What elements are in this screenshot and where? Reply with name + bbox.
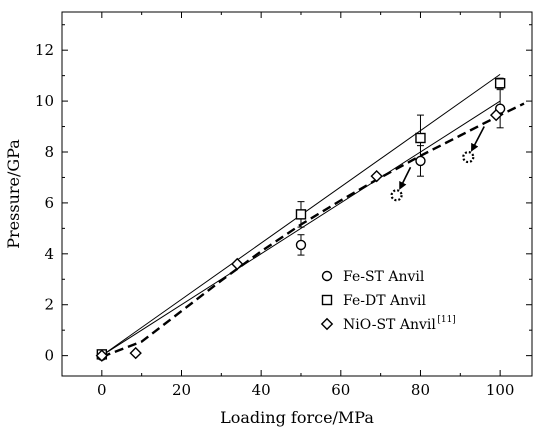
legend-label-sup: [11] <box>437 315 455 325</box>
axes: 0 20 40 60 80 100 0 2 4 6 8 10 12 Loading force/MPa Pr… <box>4 11 533 427</box>
fit-line-diamond <box>101 102 525 359</box>
x-tick-label-3: 60 <box>331 381 350 399</box>
legend-marker-square <box>321 294 333 306</box>
point-square-1 <box>295 209 307 220</box>
x-axis-title: Loading force/MPa <box>220 408 374 427</box>
legend-label-square: Fe-DT Anvil <box>343 293 426 309</box>
arrow-1 <box>471 126 485 152</box>
y-tick-label-4: 8 <box>44 143 54 161</box>
dotted-circle-0 <box>390 189 403 202</box>
legend-marker-diamond <box>320 317 334 331</box>
x-tick-label-5: 100 <box>486 381 515 399</box>
x-tick-label-1: 20 <box>172 381 191 399</box>
y-tick-label-1: 2 <box>44 296 54 314</box>
y-tick-label-0: 0 <box>44 347 54 365</box>
x-tick-label-4: 80 <box>411 381 430 399</box>
x-tick-label-0: 0 <box>97 381 107 399</box>
plot-frame <box>61 11 533 377</box>
point-diamond-0 <box>95 349 109 362</box>
point-square-2 <box>415 132 426 144</box>
y-axis-title: Pressure/GPa <box>4 139 23 249</box>
point-diamond-3 <box>370 169 383 183</box>
fit-lines <box>101 73 525 359</box>
y-tick-label-6: 12 <box>35 41 54 59</box>
legend-label-circle: Fe-ST Anvil <box>343 269 425 285</box>
legend-marker-circle <box>321 270 333 282</box>
data-markers <box>95 78 506 362</box>
arrow-0 <box>399 166 412 190</box>
fit-line-circle <box>101 100 501 357</box>
y-tick-label-3: 6 <box>44 194 54 212</box>
x-tick-label-2: 40 <box>252 381 271 399</box>
point-square-3 <box>494 78 506 89</box>
point-circle-1 <box>295 239 307 251</box>
dotted-circle-1 <box>462 150 475 164</box>
y-tick-label-5: 10 <box>35 92 54 110</box>
y-tick-label-2: 4 <box>44 245 54 263</box>
point-diamond-1 <box>129 346 142 360</box>
annotations <box>390 126 485 202</box>
point-circle-2 <box>415 155 426 167</box>
legend: Fe-ST Anvil Fe-DT Anvil NiO-ST Anvil [11] <box>320 269 456 333</box>
point-diamond-4 <box>489 108 503 122</box>
point-diamond-2 <box>231 257 244 271</box>
legend-label-diamond: NiO-ST Anvil <box>343 317 436 333</box>
